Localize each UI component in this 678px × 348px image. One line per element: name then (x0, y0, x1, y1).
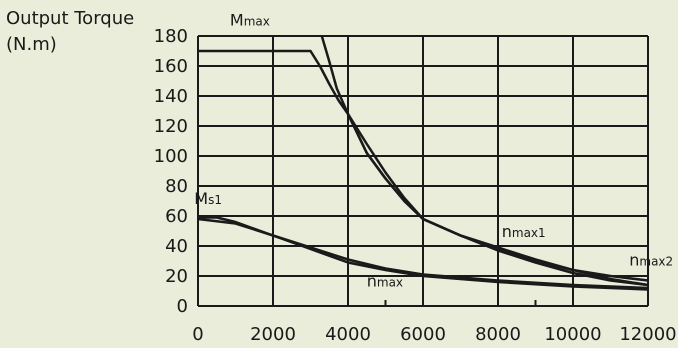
y-tick-label: 80 (165, 176, 188, 197)
x-tick-label: 6000 (400, 324, 446, 345)
y-tick-label: 140 (154, 86, 188, 107)
series-line-nmax1 (320, 35, 649, 287)
series-line-nmax (197, 217, 649, 290)
x-tick-label: 2000 (250, 324, 296, 345)
y-axis-label-line1: Output Torque (6, 8, 134, 29)
annotation-Ms1: Ms1 (194, 189, 222, 208)
x-tick-label: 8000 (475, 324, 521, 345)
y-tick-label: 120 (154, 116, 188, 137)
series-line-nmax2 (346, 113, 649, 282)
y-tick-label: 0 (177, 296, 188, 317)
y-tick-label: 20 (165, 266, 188, 287)
annotation-nmax2: nmax2 (629, 251, 673, 270)
y-axis-label-line2: (N.m) (6, 34, 57, 55)
x-tick-label: 10000 (544, 324, 601, 345)
annotation-nmax1: nmax1 (502, 222, 546, 241)
x-tick-label: 0 (192, 324, 203, 345)
annotation-Mmax: Mmax (230, 11, 270, 30)
x-tick-label: 12000 (619, 324, 676, 345)
y-tick-label: 60 (165, 206, 188, 227)
y-tick-label: 100 (154, 146, 188, 167)
x-tick-label: 4000 (325, 324, 371, 345)
annotation-nmax: nmax (367, 272, 403, 291)
y-tick-label: 160 (154, 56, 188, 77)
y-tick-label: 40 (165, 236, 188, 257)
y-tick-label: 180 (154, 26, 188, 47)
series-line-Ms1 (198, 216, 649, 291)
